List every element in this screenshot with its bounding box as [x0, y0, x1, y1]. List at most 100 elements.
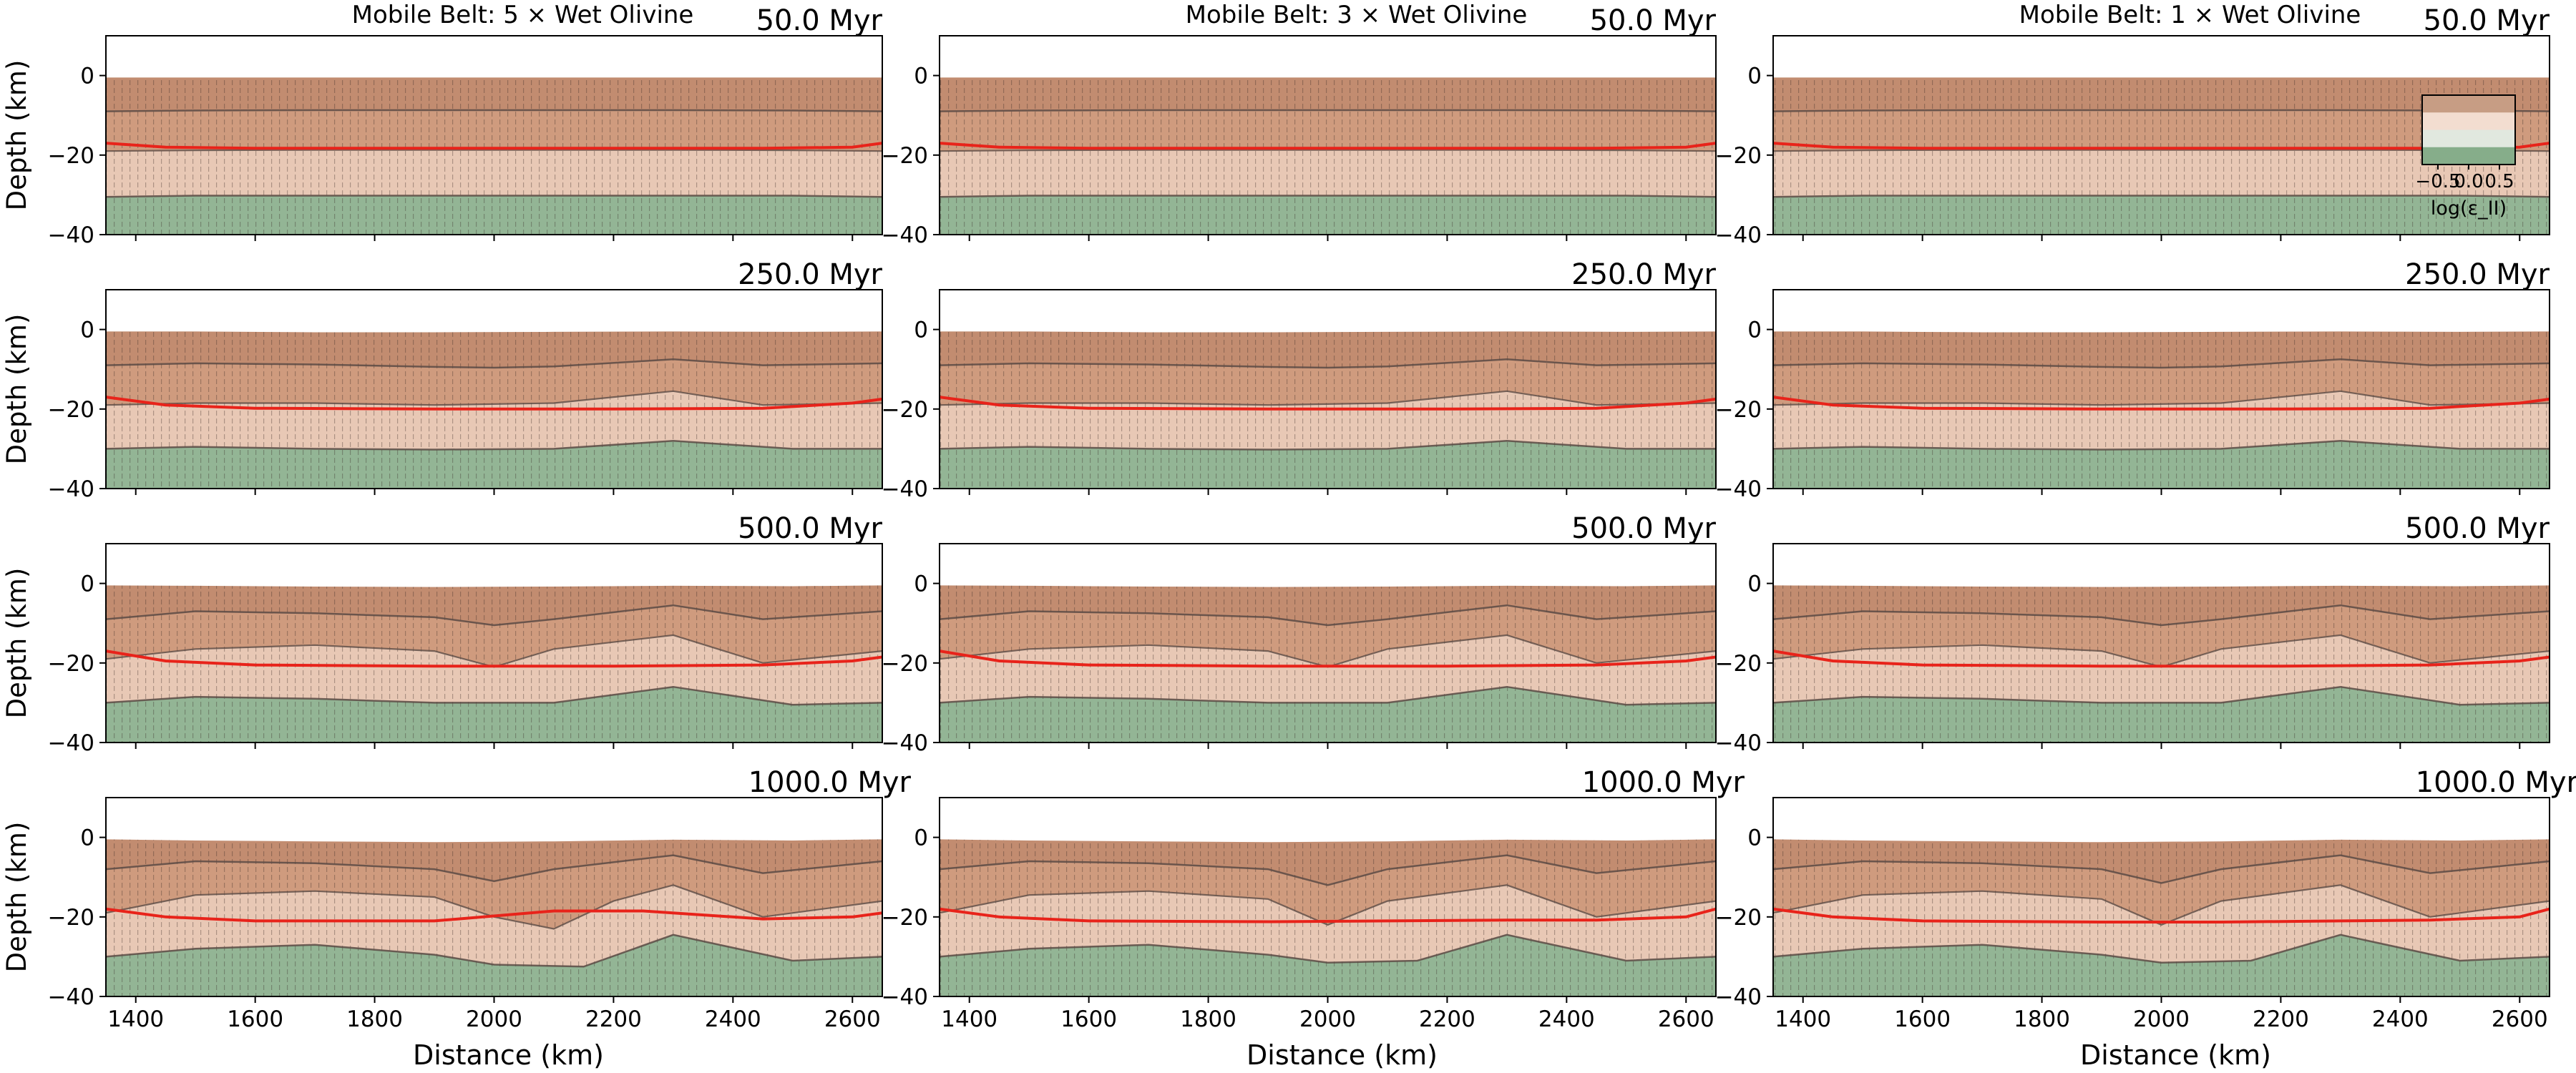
time-label: 1000.0 Myr — [748, 766, 912, 799]
isotherm-line — [106, 142, 882, 150]
y-tick-label: 0 — [80, 572, 94, 597]
velocity-field-texture — [940, 585, 1716, 743]
isotherm-line — [940, 650, 1716, 668]
velocity-field-texture — [106, 839, 882, 996]
colorbar-segment — [2422, 147, 2515, 165]
y-tick-label: −40 — [1715, 222, 1762, 248]
interface-line-upper — [106, 854, 882, 883]
x-axis-label: Distance (km) — [413, 1039, 604, 1071]
y-tick-label: 0 — [1747, 825, 1762, 851]
interface-line-mid — [106, 390, 882, 406]
y-tick-label: 0 — [914, 318, 928, 343]
y-tick-label: 0 — [914, 572, 928, 597]
panel-3-1: 0 −20 −40 50.0 Myr — [1715, 4, 2550, 248]
interface-line-mid — [940, 884, 1716, 926]
y-tick-label: −20 — [48, 143, 94, 169]
x-tick-label: 1600 — [227, 1006, 283, 1032]
moho-line — [1773, 195, 2550, 198]
x-tick-label: 2600 — [1658, 1006, 1714, 1032]
y-tick-label: −40 — [882, 476, 928, 502]
velocity-field-texture — [106, 585, 882, 743]
interface-line-upper — [106, 109, 882, 112]
time-label: 250.0 Myr — [738, 258, 882, 291]
colorbar-segment — [2422, 112, 2515, 130]
panel-content — [106, 290, 882, 489]
time-label: 250.0 Myr — [1571, 258, 1716, 291]
x-tick-label: 2400 — [2372, 1006, 2429, 1032]
y-tick-label: −20 — [1715, 651, 1762, 677]
interface-line-upper — [1773, 854, 2550, 884]
x-tick-label: 2200 — [1419, 1006, 1475, 1032]
x-tick-label: 2000 — [466, 1006, 522, 1032]
panel-1-3: 0 −20 −40 Depth (km) 500.0 Myr — [1, 512, 883, 756]
isotherm-line — [940, 396, 1716, 411]
panel-3-2: 0 −20 −40 250.0 Myr — [1715, 258, 2550, 502]
x-tick-label: 1800 — [1180, 1006, 1236, 1032]
time-label: 50.0 Myr — [1590, 4, 1717, 37]
moho-line — [106, 934, 882, 968]
interface-line-upper — [106, 358, 882, 369]
panel-content — [940, 544, 1716, 743]
panel-content — [106, 798, 882, 996]
y-tick-label: −20 — [1715, 397, 1762, 423]
panel-content — [1773, 544, 2550, 743]
colorbar-segment — [2422, 129, 2515, 148]
y-tick-label: −40 — [1715, 476, 1762, 502]
interface-line-mid — [106, 884, 882, 930]
time-label: 1000.0 Myr — [2416, 766, 2576, 799]
x-tick-label: 2000 — [1299, 1006, 1356, 1032]
column-title: Mobile Belt: 3 × Wet Olivine — [1186, 1, 1528, 29]
interface-line-upper — [940, 604, 1716, 627]
time-label: 500.0 Myr — [2405, 512, 2550, 545]
y-tick-label: −20 — [48, 651, 94, 677]
velocity-field-texture — [1773, 839, 2550, 996]
y-tick-label: 0 — [1747, 64, 1762, 89]
isotherm-line — [940, 142, 1716, 150]
y-tick-label: −40 — [48, 222, 94, 248]
x-tick-label: 1400 — [107, 1006, 164, 1032]
y-axis-label: Depth (km) — [1, 314, 32, 465]
time-label: 1000.0 Myr — [1582, 766, 1745, 799]
panel-2-4: 0 −20 −40 1400 1600 1800 2000 2200 2400 2600 Dista… — [882, 766, 1745, 1071]
isotherm-line — [1773, 650, 2550, 668]
time-label: 500.0 Myr — [738, 512, 882, 545]
panel-content — [940, 36, 1716, 235]
y-tick-label: 0 — [80, 64, 94, 89]
interface-line-mid — [940, 149, 1716, 152]
interface-line-mid — [106, 149, 882, 152]
y-tick-label: −20 — [48, 397, 94, 423]
panel-3-3: 0 −20 −40 500.0 Myr — [1715, 512, 2550, 756]
y-tick-label: 0 — [914, 64, 928, 89]
colorbar: −0.50.0 0.5 log(ε_II) — [2415, 94, 2516, 220]
isotherm-line — [1773, 907, 2550, 923]
interface-line-mid — [940, 390, 1716, 406]
colorbar-tick-label: 0.5 — [2484, 171, 2514, 192]
x-tick-label: 2200 — [2253, 1006, 2309, 1032]
x-tick-label: 2000 — [2133, 1006, 2190, 1032]
moho-line — [1773, 685, 2550, 706]
x-tick-label: 2200 — [585, 1006, 642, 1032]
interface-line-upper — [1773, 604, 2550, 627]
isotherm-line — [1773, 396, 2550, 411]
moho-line — [940, 440, 1716, 451]
panel-content — [106, 544, 882, 743]
y-tick-label: −20 — [882, 397, 928, 423]
moho-line — [106, 195, 882, 198]
panel-2-1: 0 −20 −40 50.0 Myr — [882, 4, 1717, 248]
isotherm-line — [940, 907, 1716, 923]
velocity-field-texture — [1773, 585, 2550, 743]
panel-content — [106, 36, 882, 235]
y-axis-label: Depth (km) — [1, 568, 32, 719]
time-label: 50.0 Myr — [756, 4, 883, 37]
y-tick-label: −40 — [48, 476, 94, 502]
panel-1-1: 0 −20 −40 Depth (km) 50.0 Myr — [1, 4, 883, 248]
interface-line-upper — [940, 854, 1716, 886]
isotherm-line — [106, 396, 882, 411]
moho-line — [940, 685, 1716, 706]
x-tick-label: 2400 — [705, 1006, 761, 1032]
panel-content — [940, 290, 1716, 489]
y-tick-label: −40 — [1715, 730, 1762, 756]
y-tick-label: −40 — [882, 984, 928, 1010]
panel-3-4: 0 −20 −40 1400 1600 1800 2000 2200 2400 2600 Dista… — [1715, 766, 2576, 1071]
y-tick-label: −40 — [1715, 984, 1762, 1010]
